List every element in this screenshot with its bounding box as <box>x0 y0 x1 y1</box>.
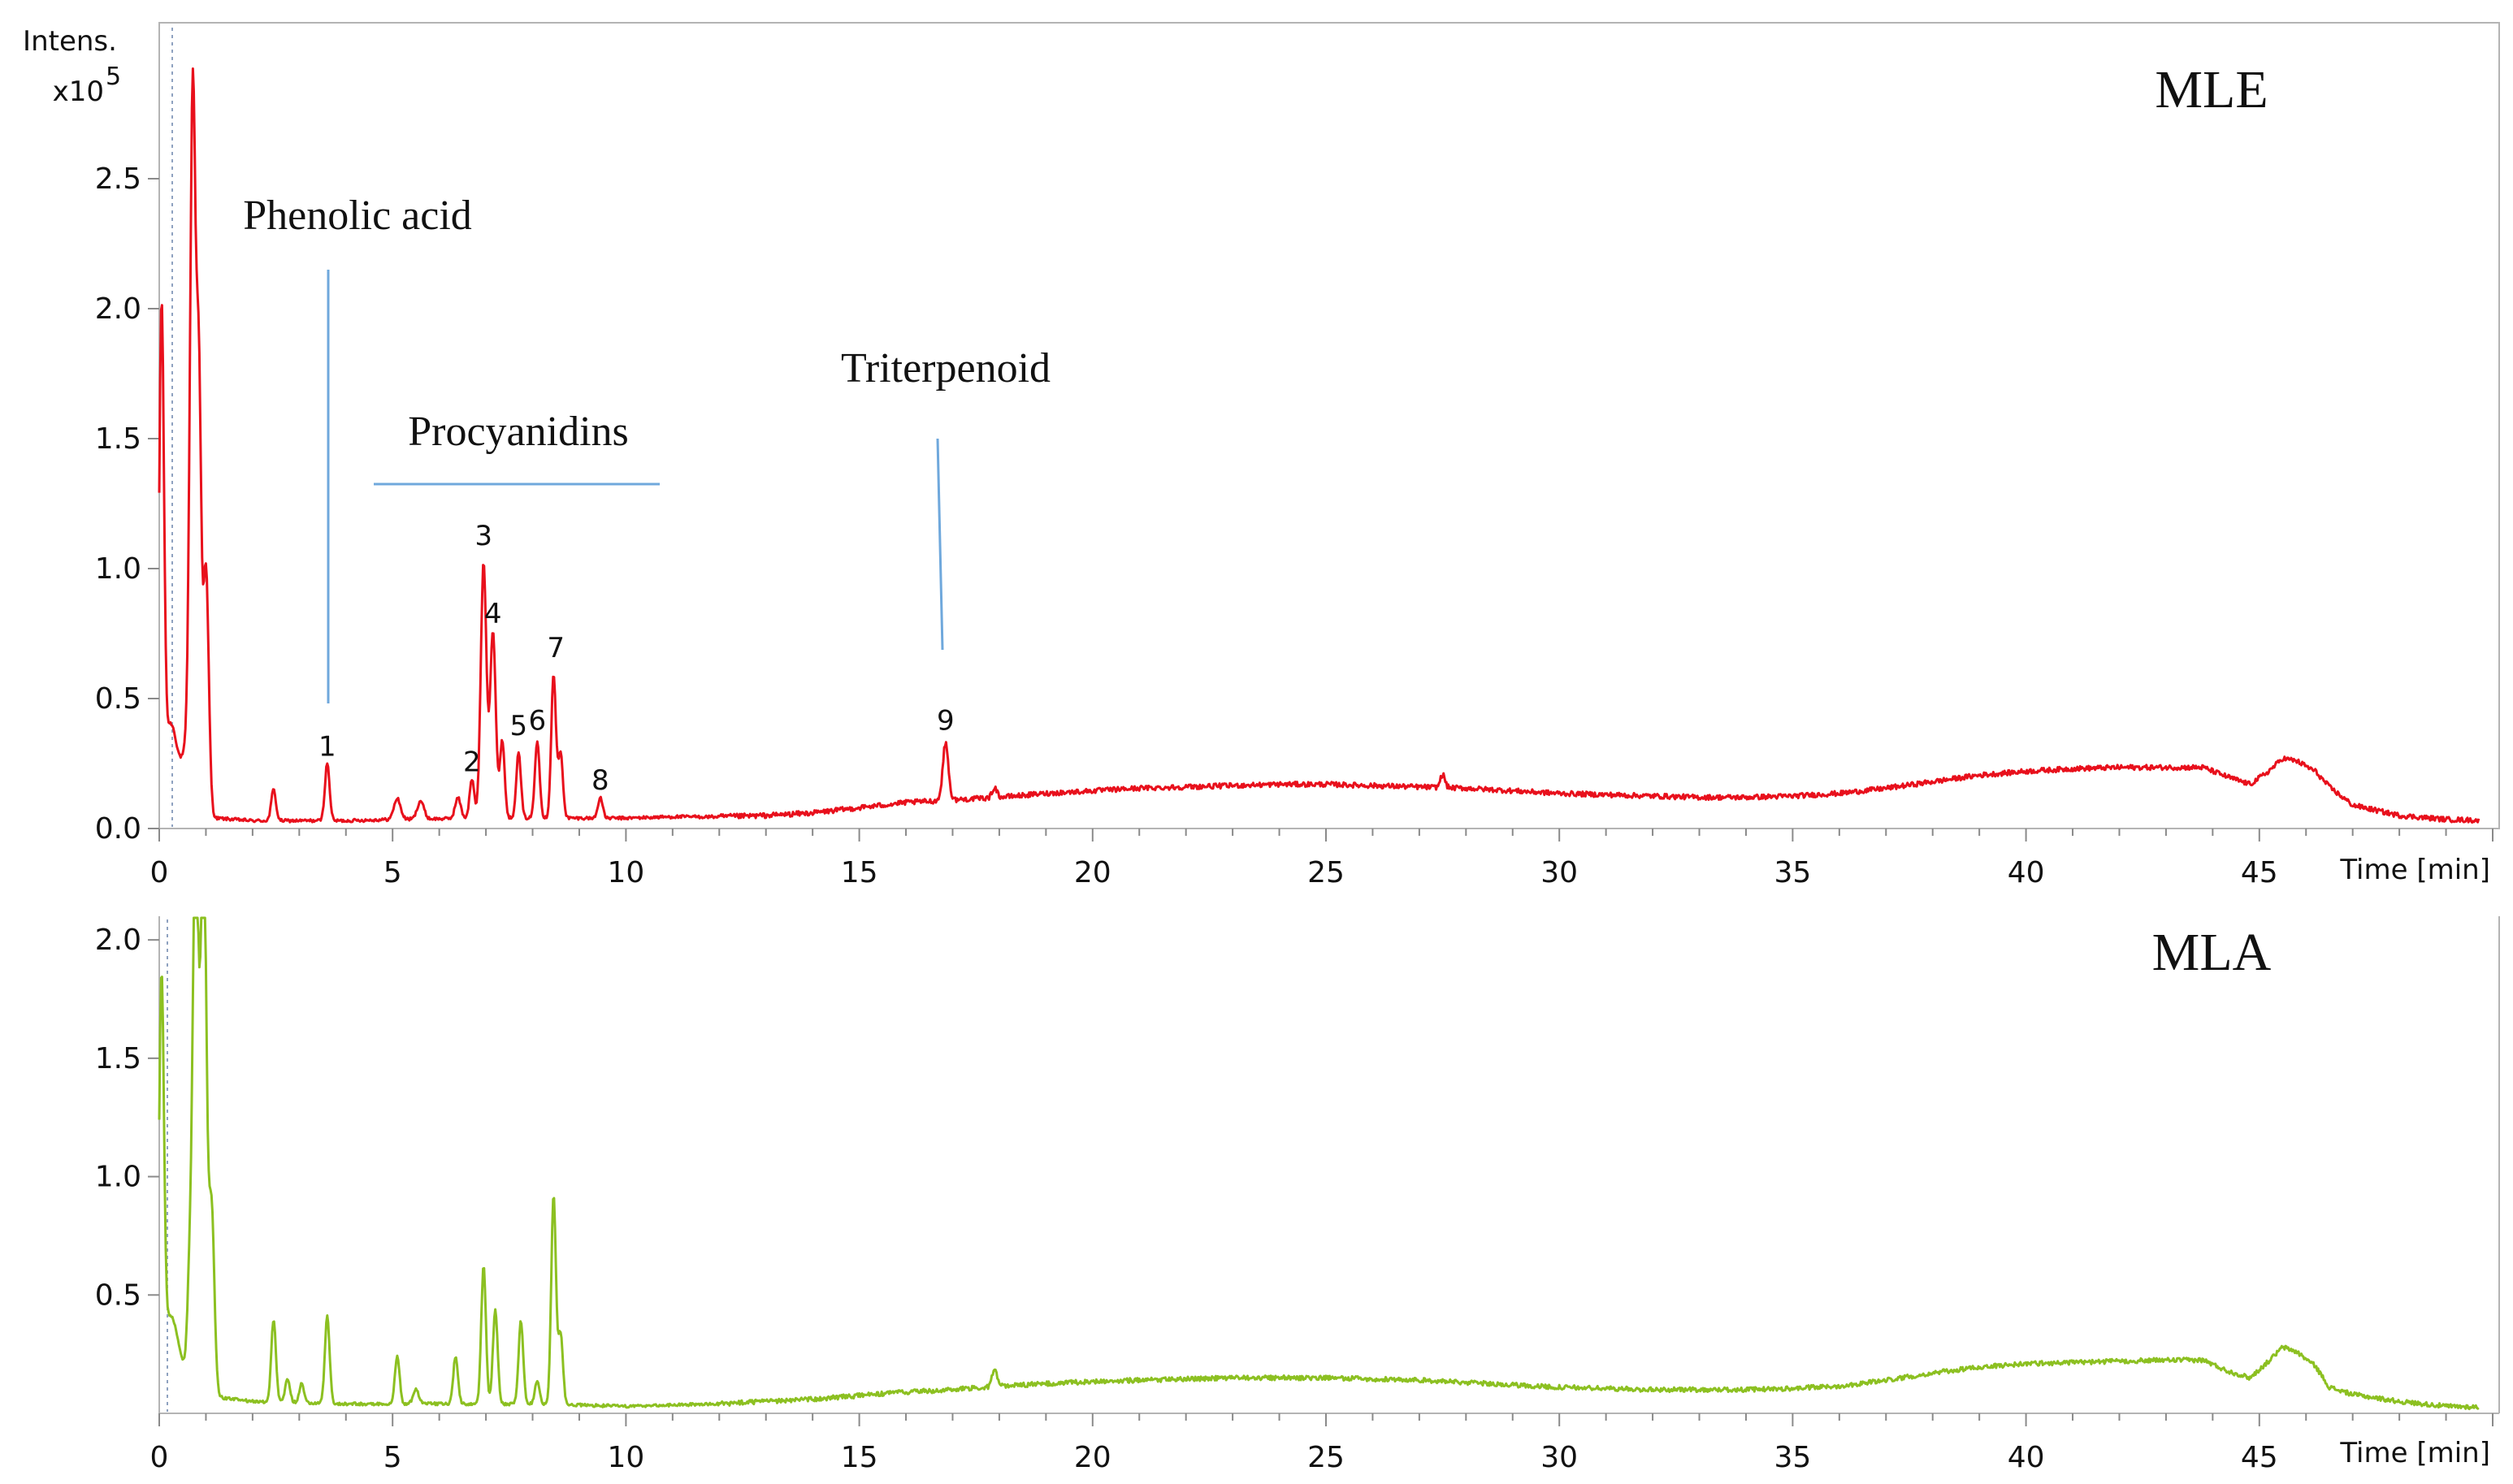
mle-xtick-label: 15 <box>841 856 878 889</box>
mla-ytick-label: 2.0 <box>95 924 141 957</box>
mle-xtick-label: 25 <box>1307 856 1345 889</box>
peak-label-9: 9 <box>937 704 955 737</box>
mla-xtick-label: 0 <box>150 1441 169 1474</box>
mle-xtick-label: 30 <box>1540 856 1578 889</box>
mla-trace-line <box>158 916 2480 1411</box>
mla-xtick-label: 45 <box>2241 1441 2278 1474</box>
y-axis-label: Intens. <box>23 25 117 58</box>
mle-xtick-label: 20 <box>1074 856 1111 889</box>
mle-xtick-label: 10 <box>607 856 644 889</box>
mle-ytick-label: 1.5 <box>95 422 141 456</box>
mla-xtick-label: 30 <box>1540 1441 1578 1474</box>
peak-label-1: 1 <box>318 730 336 763</box>
peak-label-3: 3 <box>474 520 492 552</box>
mla-ytick-label: 0.5 <box>95 1278 141 1312</box>
mle-title: MLE <box>2155 60 2268 119</box>
mle-xtick-label: 35 <box>1774 856 1811 889</box>
triterpenoid-marker-line <box>936 438 944 651</box>
mla-ytick-label: 1.0 <box>95 1161 141 1194</box>
mle-ytick-label: 2.0 <box>95 292 141 326</box>
mla-xtick-label: 25 <box>1307 1441 1345 1474</box>
mle-trace-line <box>158 67 2481 824</box>
mle-y-axis: 0.0 0.5 1.0 1.5 2.0 2.5 <box>95 162 159 846</box>
mle-xtick-label: 45 <box>2241 856 2278 889</box>
mle-xtick-label: 5 <box>383 856 402 889</box>
mla-ytick-label: 1.5 <box>95 1042 141 1075</box>
panel-mla: 0.5 1.0 1.5 2.0 0 5 10 15 20 25 30 35 40 45 MLA Time… <box>95 916 2500 1474</box>
mla-xtick-label: 10 <box>607 1441 644 1474</box>
peak-label-5: 5 <box>509 710 527 742</box>
peak-label-8: 8 <box>591 764 609 797</box>
mla-title: MLA <box>2152 923 2272 982</box>
mla-xtick-label: 35 <box>1774 1441 1811 1474</box>
y-axis-exponent: 5 <box>106 63 121 91</box>
mle-ytick-label: 0.5 <box>95 682 141 716</box>
mla-xtick-label: 15 <box>841 1441 878 1474</box>
y-axis-multiplier: x10 <box>53 76 104 108</box>
annotation-phenolic-acid: Phenolic acid <box>243 193 472 239</box>
annotation-procyanidins: Procyanidins <box>408 409 629 455</box>
mle-x-axis: 0 5 10 15 20 25 30 35 40 45 <box>150 829 2494 889</box>
mla-x-axis-label: Time [min] <box>2339 1437 2490 1469</box>
mle-xtick-label: 40 <box>2008 856 2045 889</box>
annotation-triterpenoid: Triterpenoid <box>841 345 1051 392</box>
peak-label-6: 6 <box>528 704 546 737</box>
peak-label-4: 4 <box>484 598 502 630</box>
mla-xtick-label: 40 <box>2008 1441 2045 1474</box>
mla-xtick-label: 20 <box>1074 1441 1111 1474</box>
mle-ytick-label: 2.5 <box>95 162 141 196</box>
mle-ytick-label: 1.0 <box>95 552 141 586</box>
mle-x-axis-label: Time [min] <box>2339 854 2490 886</box>
mle-peak-labels: 1 2 3 4 5 6 7 8 9 <box>318 520 955 797</box>
mle-ytick-label: 0.0 <box>95 812 141 846</box>
peak-label-7: 7 <box>547 632 565 664</box>
mla-y-axis: 0.5 1.0 1.5 2.0 <box>95 924 159 1312</box>
mle-xtick-label: 0 <box>150 856 169 889</box>
mla-xtick-label: 5 <box>383 1441 402 1474</box>
peak-label-2: 2 <box>463 746 481 779</box>
mla-x-axis: 0 5 10 15 20 25 30 35 40 45 <box>150 1413 2494 1474</box>
